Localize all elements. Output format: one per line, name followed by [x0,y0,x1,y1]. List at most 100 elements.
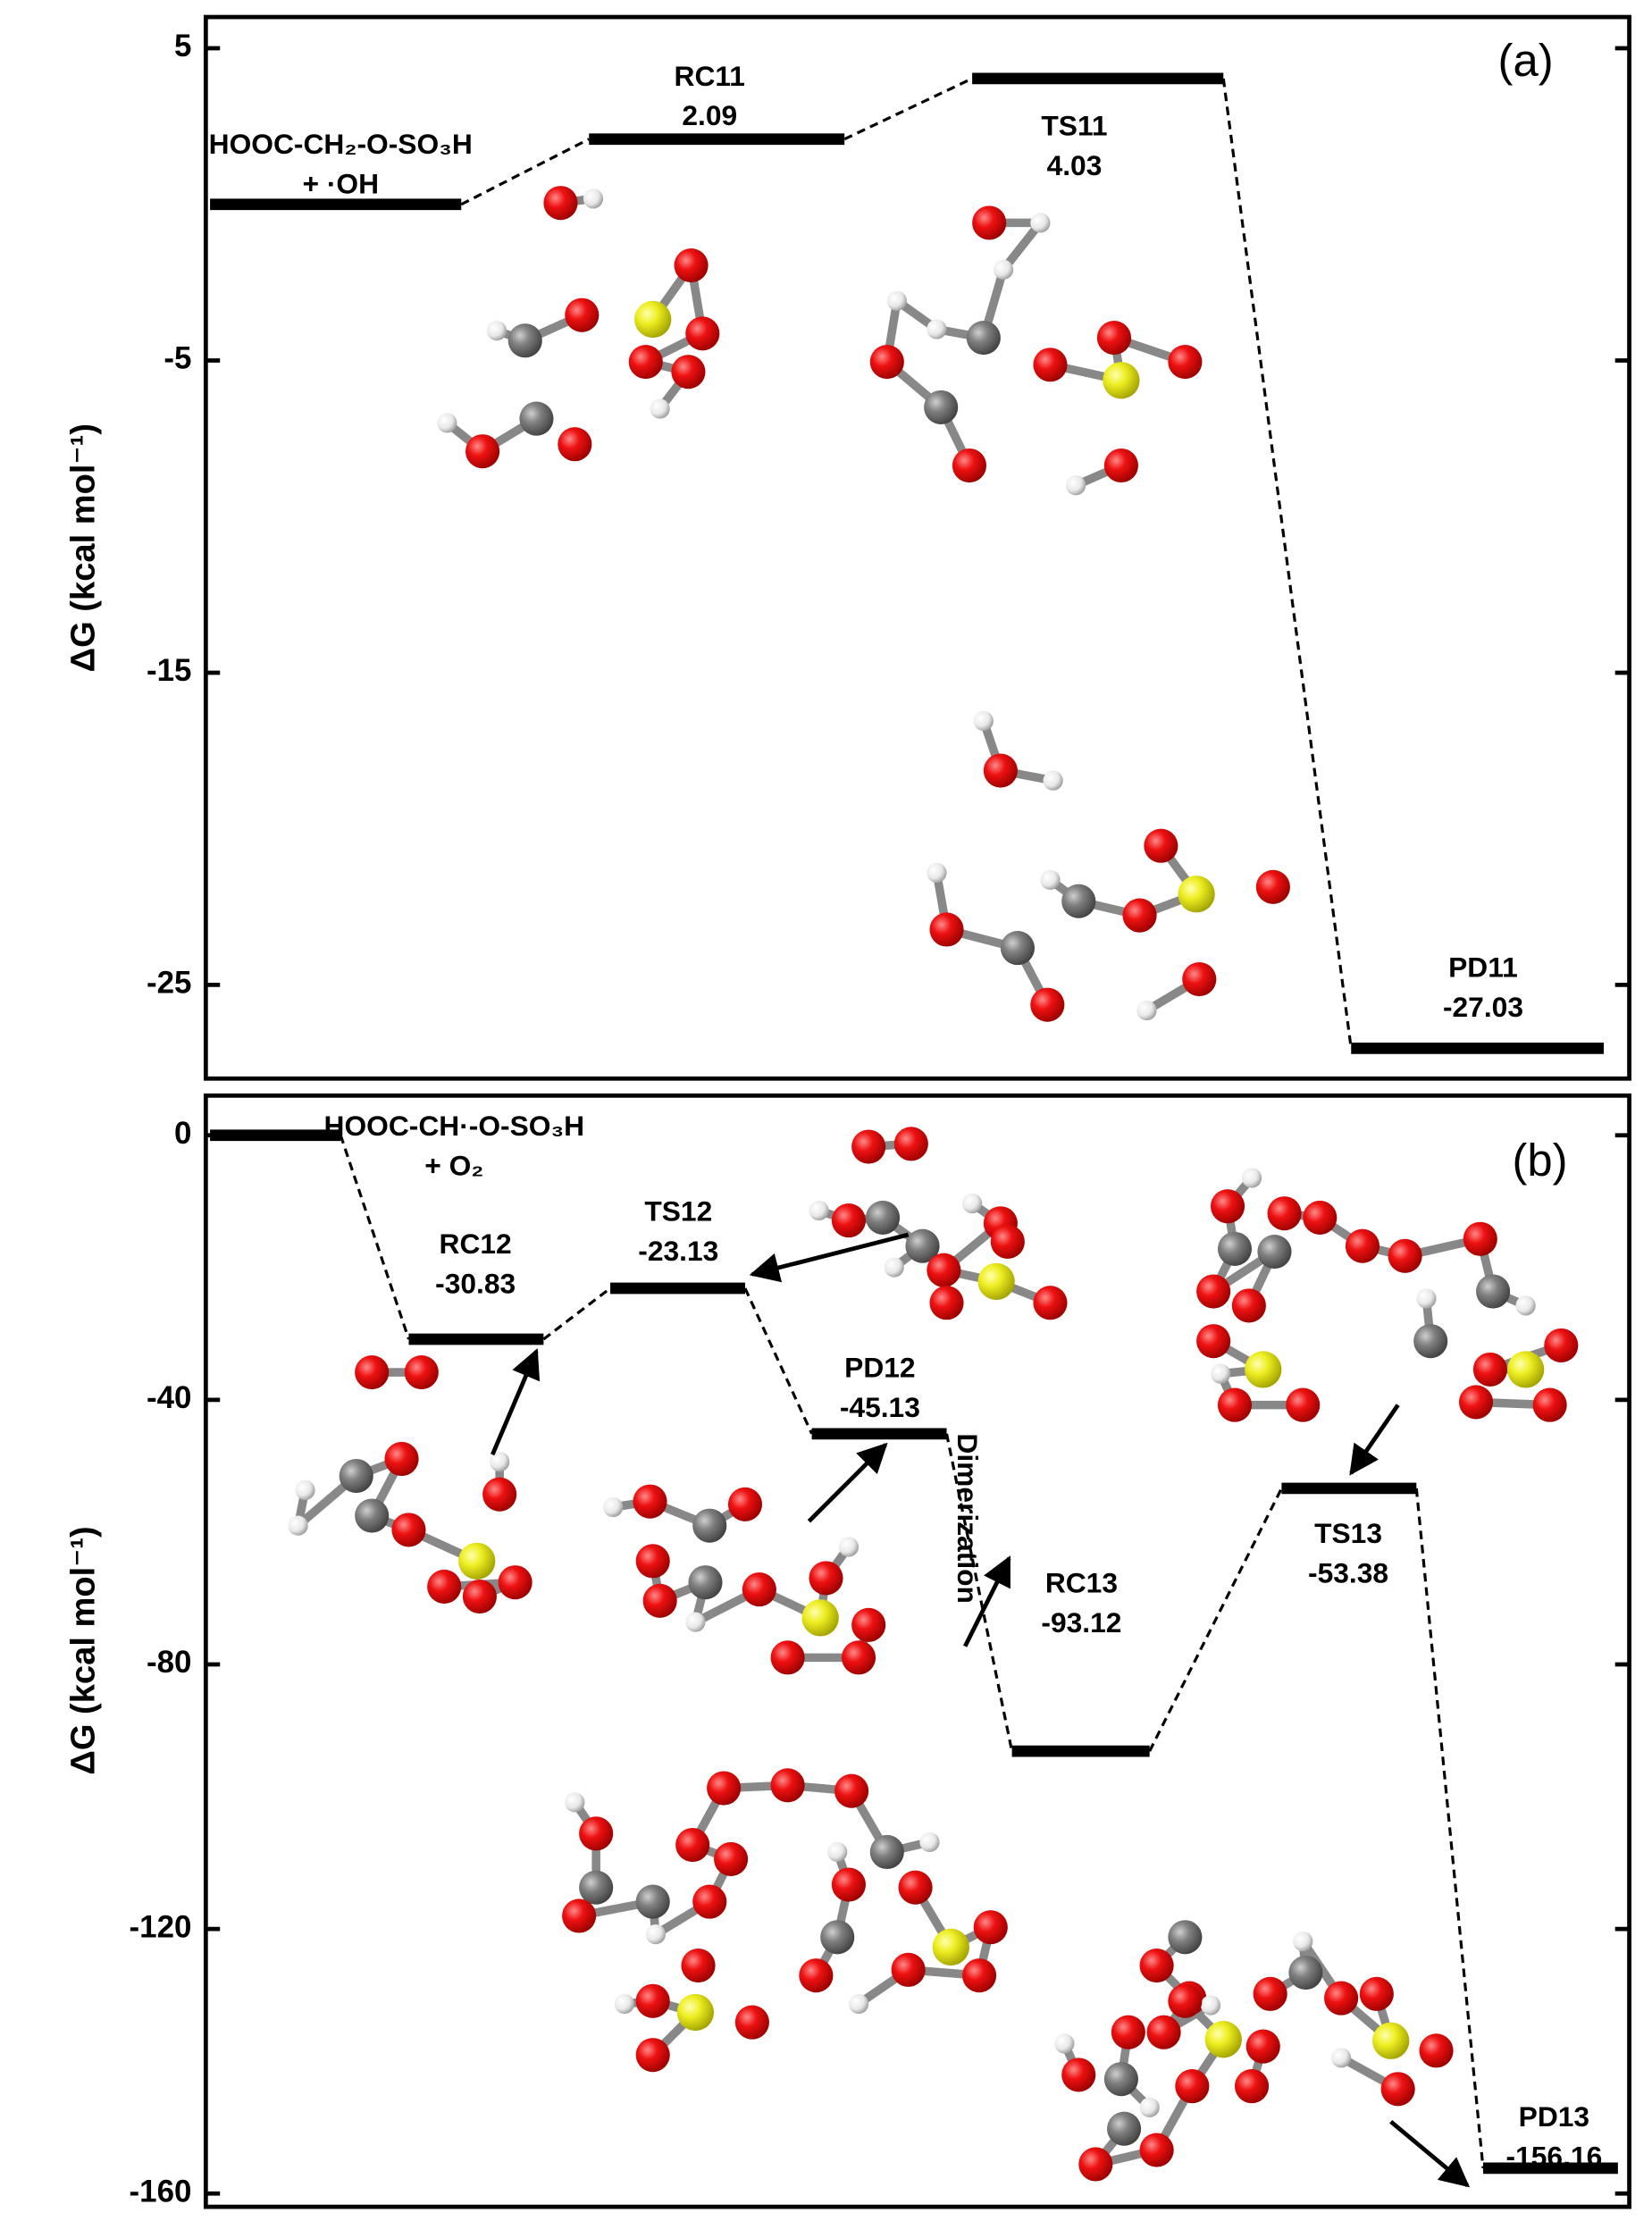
y-tick-label: -80 [147,1645,192,1680]
atom [801,1599,839,1637]
atom [1231,1288,1266,1323]
atom [1168,1920,1203,1955]
molecule [869,205,1203,496]
molecule [1054,1920,1454,2182]
atom [688,1565,723,1600]
atom [932,1928,969,1966]
atom [558,427,592,462]
atom [993,259,1014,280]
value-label: -23.13 [638,1235,718,1267]
atom [1419,2033,1454,2068]
value-label: -45.13 [840,1391,920,1423]
atom [1506,1351,1545,1388]
atom [1033,1286,1068,1320]
annotation: Dimerization [952,1433,984,1604]
atom [1168,345,1203,380]
atom [1043,770,1063,791]
atom [1096,321,1132,356]
atom [809,1561,843,1596]
atom [1178,876,1215,913]
y-tick-label: 5 [174,29,191,63]
atom [1210,1363,1231,1384]
atom [869,1834,904,1870]
atom [692,1508,727,1543]
atom [770,1768,805,1803]
atom [1136,1000,1157,1021]
atom [1416,1288,1437,1309]
atom [919,1831,940,1852]
atom [685,316,720,351]
atom [1331,2048,1352,2068]
species-label: PD12 [844,1351,915,1383]
atom [1267,1196,1302,1231]
atom [482,1477,517,1512]
connector [542,1287,612,1341]
arrow [749,1232,910,1283]
species-label: HOOC-CH·-O-SO₃H [324,1110,585,1142]
atom [707,1771,742,1806]
value-label: -30.83 [435,1268,516,1300]
atom [869,345,904,380]
atom [1388,1238,1422,1273]
arrows [491,1232,1471,2188]
species-label: + O₂ [424,1150,483,1182]
atom [838,1537,860,1557]
atom [635,1544,670,1579]
atom [820,1920,855,1955]
atom [1078,2147,1113,2182]
atom [1103,2062,1138,2097]
molecules [288,186,1579,2182]
connector [460,138,590,206]
atom [1111,2015,1145,2049]
atom [1200,1995,1221,2016]
arrow [1349,1404,1400,1476]
atom [905,1228,940,1263]
atom [1061,2058,1096,2092]
atom [966,321,1001,356]
connector [944,1433,1014,1752]
value-label: 4.03 [1047,149,1103,181]
y-tick-label: -25 [147,966,192,1001]
atom [1107,2111,1142,2146]
atom [734,2005,769,2040]
atom [675,1827,710,1863]
atom [1065,475,1086,496]
species-label: HOOC-CH₂-O-SO₃H [209,128,473,160]
atom [1380,2072,1415,2107]
atom [614,1993,635,2015]
connector [1148,1488,1283,1752]
atom [427,1569,462,1604]
atom [1139,2097,1160,2118]
connector [1221,78,1353,1049]
atom [1033,348,1068,382]
species-label: PD13 [1519,2100,1589,2133]
atom [972,205,1007,240]
y-tick-label: -120 [130,1909,192,1944]
species-label: + ·OH [302,167,379,199]
bond [1000,220,1044,272]
atom [674,247,709,283]
atom [1103,448,1138,483]
atom [1372,2022,1410,2059]
species-label: RC13 [1045,1567,1118,1599]
connector [1414,1488,1485,2169]
atom [1286,1387,1321,1422]
y-tick-label: -5 [164,341,191,376]
atom [929,1286,964,1320]
molecule [437,186,720,469]
connector [339,1135,410,1340]
atom [1476,1274,1511,1309]
molecule [562,1768,1008,2073]
atom [1103,362,1140,399]
atom [927,1253,961,1287]
atom [685,1612,706,1632]
atom [1245,2029,1280,2064]
plot-frame [203,14,1631,1081]
atom [827,1841,848,1863]
atom [891,1952,926,1987]
atom [961,1958,997,1993]
atom [770,1640,805,1675]
atom [1146,2015,1181,2049]
